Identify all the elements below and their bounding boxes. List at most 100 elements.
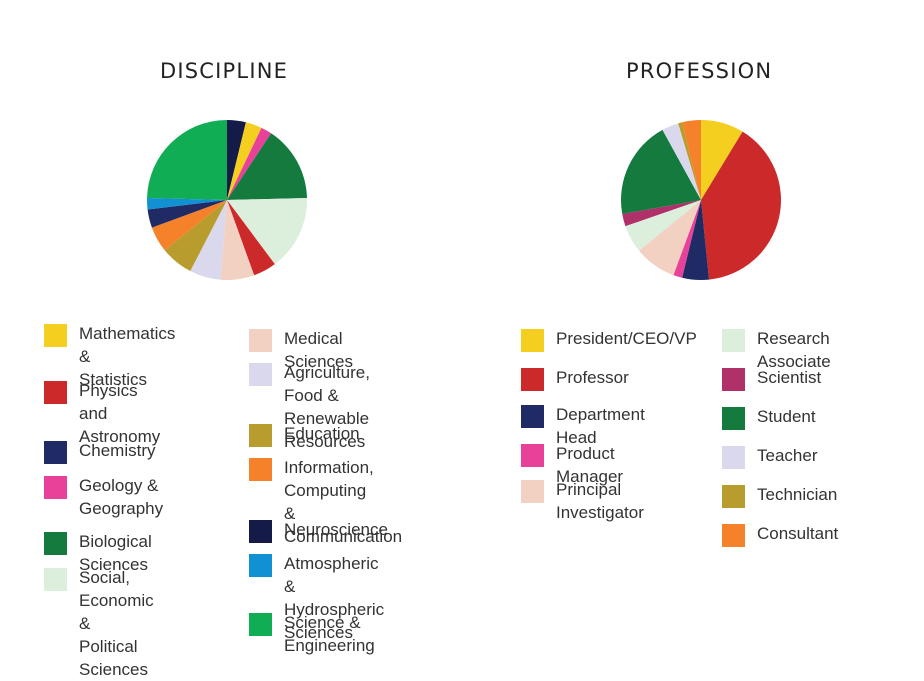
legend-label: Mathematics & Statistics <box>79 324 176 389</box>
legend-swatch <box>44 324 67 347</box>
pie-slice-medical-sciences <box>220 200 255 280</box>
legend-swatch <box>722 407 745 430</box>
legend-swatch <box>722 485 745 508</box>
legend-item-geology-geography: Geology & Geography <box>44 474 163 520</box>
pie-slice-science-engineering <box>147 120 227 200</box>
legend-label: Chemistry <box>79 441 156 460</box>
legend-item-product-manager: Product Manager <box>521 442 623 488</box>
pie-slice-department-head <box>682 200 710 281</box>
legend-item-student: Student <box>722 405 816 430</box>
pie-slice-education <box>164 200 227 272</box>
discipline-pie-chart <box>146 120 308 280</box>
legend-label: Consultant <box>757 524 839 543</box>
pie-slice-agriculture-food-renewable-resources <box>190 200 227 280</box>
legend-label: Principal Investigator <box>556 480 644 522</box>
legend-label: Biological Sciences <box>79 532 152 574</box>
pie-slice-teacher <box>662 123 701 200</box>
legend-swatch <box>521 480 544 503</box>
legend-item-consultant: Consultant <box>722 522 838 547</box>
legend-swatch <box>44 441 67 464</box>
legend-label: Professor <box>556 368 629 387</box>
legend-swatch <box>249 363 272 386</box>
legend-label: Social, Economic & Political Sciences <box>79 568 154 679</box>
legend-swatch <box>249 613 272 636</box>
legend-swatch <box>521 405 544 428</box>
pie-slice-biological-sciences <box>227 133 307 200</box>
discipline-chart-title: DISCIPLINE <box>160 59 289 83</box>
legend-label: Research Associate <box>757 329 831 371</box>
legend-swatch <box>521 444 544 467</box>
pie-slice-scientist <box>622 200 701 227</box>
legend-label: Physics and Astronomy <box>79 381 161 446</box>
legend-label: Technician <box>757 485 838 504</box>
pie-slice-professor <box>701 131 781 280</box>
legend-item-mathematics-statistics: Mathematics & Statistics <box>44 322 175 391</box>
legend-label: Atmospheric & Hydrospheric Sciences <box>284 554 385 642</box>
legend-swatch <box>521 368 544 391</box>
legend-item-teacher: Teacher <box>722 444 817 469</box>
profession-chart-title: PROFESSION <box>626 59 773 83</box>
pie-slice-geology-geography <box>227 127 272 200</box>
legend-item-technician: Technician <box>722 483 837 508</box>
pie-slice-mathematics-statistics <box>227 122 262 200</box>
pie-slice-chemistry <box>147 200 227 228</box>
legend-label: Information, Computing & Communication <box>284 458 403 546</box>
legend-item-information-computing-communication: Information, Computing & Communication <box>249 456 402 548</box>
legend-label: Neuroscience <box>284 520 388 539</box>
profession-pie-chart <box>621 120 781 281</box>
legend-label: Agriculture, Food & Renewable Resources <box>284 363 370 451</box>
legend-item-social-economic-political-sciences: Social, Economic & Political Sciences <box>44 566 154 681</box>
legend-item-neuroscience: Neuroscience <box>249 518 388 543</box>
pie-slice-research-associate <box>625 200 701 251</box>
legend-label: Science & Engineering <box>284 613 375 655</box>
legend-swatch <box>44 381 67 404</box>
pie-slice-information-computing-communication <box>151 200 227 251</box>
legend-item-professor: Professor <box>521 366 629 391</box>
legend-item-scientist: Scientist <box>722 366 821 391</box>
legend-swatch <box>722 446 745 469</box>
legend-item-chemistry: Chemistry <box>44 439 156 464</box>
legend-item-atmospheric-hydrospheric-sciences: Atmospheric & Hydrospheric Sciences <box>249 552 384 644</box>
legend-item-department-head: Department Head <box>521 403 645 449</box>
legend-swatch <box>44 568 67 591</box>
legend-item-agriculture-food-renewable-resources: Agriculture, Food & Renewable Resources <box>249 361 370 453</box>
legend-swatch <box>249 424 272 447</box>
legend-label: Product Manager <box>556 444 624 486</box>
pie-slice-consultant <box>682 120 701 200</box>
legend-swatch <box>722 524 745 547</box>
pie-slice-student <box>621 129 701 215</box>
legend-item-president-ceo-vp: President/CEO/VP <box>521 327 697 352</box>
legend-swatch <box>722 329 745 352</box>
legend-swatch <box>44 476 67 499</box>
legend-label: Department Head <box>556 405 645 447</box>
legend-label: President/CEO/VP <box>556 329 697 348</box>
pie-slice-physics-and-astronomy <box>227 200 275 276</box>
legend-swatch <box>521 329 544 352</box>
legend-item-science-engineering: Science & Engineering <box>249 611 375 657</box>
legend-label: Scientist <box>757 368 822 387</box>
pie-slice-neuroscience <box>227 120 246 200</box>
pie-slice-atmospheric-hydrospheric-sciences <box>146 197 227 210</box>
legend-label: Medical Sciences <box>284 329 353 371</box>
legend-item-physics-and-astronomy: Physics and Astronomy <box>44 379 160 448</box>
legend-swatch <box>722 368 745 391</box>
legend-item-education: Education <box>249 422 360 447</box>
legend-item-medical-sciences: Medical Sciences <box>249 327 353 373</box>
legend-label: Education <box>284 424 360 443</box>
legend-swatch <box>44 532 67 555</box>
legend-label: Geology & Geography <box>79 476 164 518</box>
legend-label: Student <box>757 407 816 426</box>
pie-slice-president-ceo-vp <box>701 120 743 200</box>
legend-swatch <box>249 458 272 481</box>
legend-item-principal-investigator: Principal Investigator <box>521 478 644 524</box>
legend-swatch <box>249 329 272 352</box>
legend-item-research-associate: Research Associate <box>722 327 831 373</box>
legend-swatch <box>249 554 272 577</box>
legend-item-biological-sciences: Biological Sciences <box>44 530 152 576</box>
pie-slice-principal-investigator <box>639 200 701 276</box>
pie-slice-technician <box>678 122 701 200</box>
legend-label: Teacher <box>757 446 818 465</box>
pie-slice-social-economic-political-sciences <box>227 197 308 265</box>
pie-slice-product-manager <box>673 200 701 278</box>
legend-swatch <box>249 520 272 543</box>
